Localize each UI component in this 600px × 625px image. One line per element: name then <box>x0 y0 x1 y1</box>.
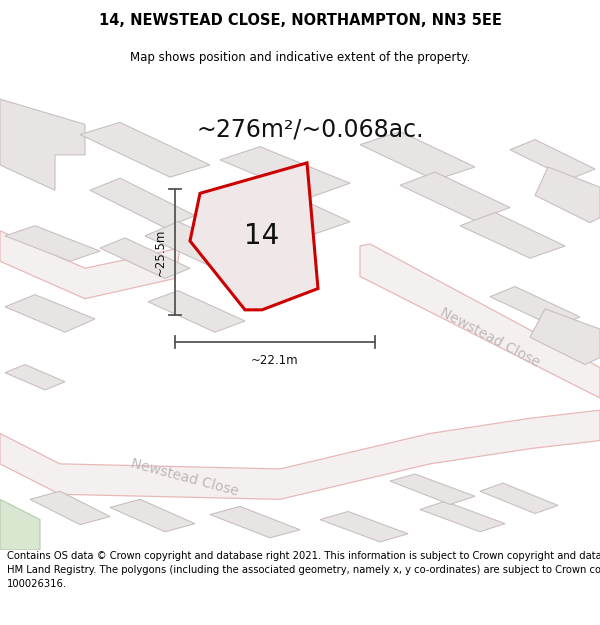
Polygon shape <box>390 474 475 504</box>
Polygon shape <box>360 244 600 398</box>
Text: 14: 14 <box>244 222 280 250</box>
Text: ~276m²/~0.068ac.: ~276m²/~0.068ac. <box>196 118 424 141</box>
Polygon shape <box>220 147 350 198</box>
Polygon shape <box>5 364 65 390</box>
Polygon shape <box>240 188 350 234</box>
Polygon shape <box>100 238 190 278</box>
Polygon shape <box>145 222 250 268</box>
Polygon shape <box>0 410 600 499</box>
Text: Newstead Close: Newstead Close <box>438 305 542 369</box>
Text: ~25.5m: ~25.5m <box>154 228 167 276</box>
Polygon shape <box>510 139 595 179</box>
Polygon shape <box>80 122 210 177</box>
Polygon shape <box>480 483 558 514</box>
Polygon shape <box>5 294 95 332</box>
Polygon shape <box>400 172 510 221</box>
Polygon shape <box>320 511 408 542</box>
Polygon shape <box>210 506 300 538</box>
Text: Contains OS data © Crown copyright and database right 2021. This information is : Contains OS data © Crown copyright and d… <box>7 551 600 589</box>
Polygon shape <box>0 231 180 299</box>
Polygon shape <box>5 226 100 261</box>
Polygon shape <box>110 499 195 532</box>
Polygon shape <box>530 309 600 364</box>
Polygon shape <box>490 286 580 327</box>
Polygon shape <box>420 501 505 532</box>
Text: Newstead Close: Newstead Close <box>130 456 241 498</box>
Polygon shape <box>0 99 85 190</box>
Text: Map shows position and indicative extent of the property.: Map shows position and indicative extent… <box>130 51 470 64</box>
Text: ~22.1m: ~22.1m <box>251 354 299 367</box>
Polygon shape <box>360 131 475 180</box>
Polygon shape <box>190 163 318 310</box>
Text: 14, NEWSTEAD CLOSE, NORTHAMPTON, NN3 5EE: 14, NEWSTEAD CLOSE, NORTHAMPTON, NN3 5EE <box>98 13 502 28</box>
Polygon shape <box>90 178 195 227</box>
Polygon shape <box>148 291 245 332</box>
Polygon shape <box>535 167 600 222</box>
Polygon shape <box>0 499 40 550</box>
Polygon shape <box>30 491 110 524</box>
Polygon shape <box>460 213 565 258</box>
